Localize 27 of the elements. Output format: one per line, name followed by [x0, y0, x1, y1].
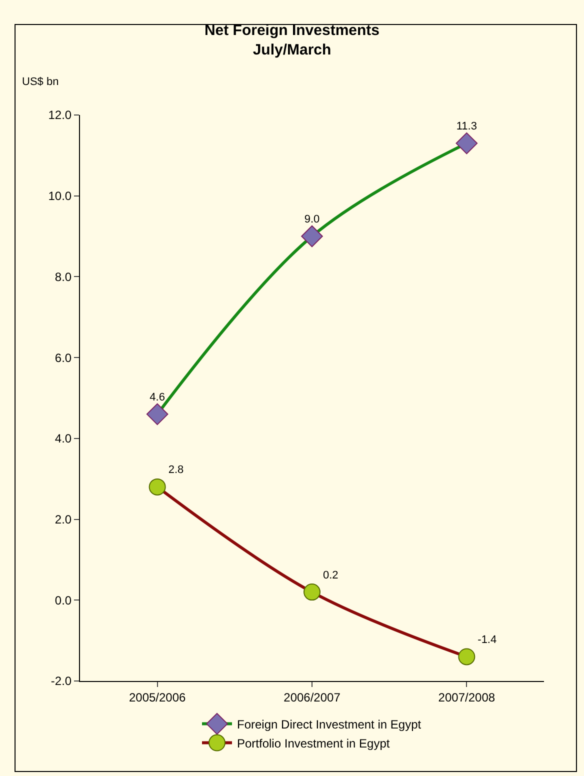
data-label: -1.4: [478, 634, 497, 646]
y-tick-label: 6.0: [54, 350, 72, 365]
chart-title: Net Foreign Investments July/March: [204, 22, 380, 58]
data-label: 0.2: [323, 569, 338, 582]
point: [301, 225, 323, 248]
x-tick-label: 2005/2006: [128, 690, 186, 704]
y-tick-label: 8.0: [54, 270, 72, 284]
point: [456, 132, 478, 154]
y-tick-label: 12.0: [48, 108, 72, 122]
y-tick-label: 0.0: [54, 593, 72, 608]
y-tick-label: 2.0: [54, 512, 72, 526]
y-axis-title: US$ bn: [22, 76, 59, 88]
data-label: 9.0: [304, 214, 320, 226]
point: [148, 478, 166, 496]
x-tick-label: 2007/2008: [438, 690, 496, 704]
legend-label: Foreign Direct Investment in Egypt: [237, 717, 422, 732]
data-label: 4.6: [150, 391, 165, 404]
x-tick-label: 2006/2007: [284, 690, 341, 704]
point: [458, 648, 476, 666]
legend-label: Portfolio Investment in Egypt: [237, 736, 390, 750]
point: [304, 584, 320, 601]
data-label: 11.3: [456, 120, 477, 133]
point: [146, 403, 168, 426]
data-label: 2.8: [168, 464, 184, 476]
y-tick-label: 10.0: [48, 189, 72, 204]
y-tick-label: 4.0: [54, 432, 72, 446]
y-tick-label: -2.0: [50, 674, 72, 688]
